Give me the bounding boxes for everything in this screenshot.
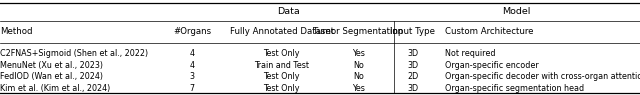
Text: Organ-specific segmentation head: Organ-specific segmentation head <box>445 84 584 93</box>
Text: Method: Method <box>0 27 33 36</box>
Text: Input Type: Input Type <box>390 27 435 36</box>
Text: C2FNAS+Sigmoid (Shen et al., 2022): C2FNAS+Sigmoid (Shen et al., 2022) <box>0 49 148 58</box>
Text: MenuNet (Xu et al., 2023): MenuNet (Xu et al., 2023) <box>0 61 103 70</box>
Text: No: No <box>353 72 364 81</box>
Text: Test Only: Test Only <box>263 84 300 93</box>
Text: 3D: 3D <box>407 84 419 93</box>
Text: 2D: 2D <box>407 72 419 81</box>
Text: Organ-specific decoder with cross-organ attention module: Organ-specific decoder with cross-organ … <box>445 72 640 81</box>
Text: Organ-specific encoder: Organ-specific encoder <box>445 61 538 70</box>
Text: Yes: Yes <box>352 84 365 93</box>
Text: Train and Test: Train and Test <box>254 61 309 70</box>
Text: Model: Model <box>502 7 531 16</box>
Text: #Organs: #Organs <box>173 27 211 36</box>
Text: FedIOD (Wan et al., 2024): FedIOD (Wan et al., 2024) <box>0 72 103 81</box>
Text: Data: Data <box>276 7 300 16</box>
Text: Yes: Yes <box>352 49 365 58</box>
Text: 7: 7 <box>189 84 195 93</box>
Text: 4: 4 <box>189 49 195 58</box>
Text: Test Only: Test Only <box>263 49 300 58</box>
Text: 3: 3 <box>189 72 195 81</box>
Text: 3D: 3D <box>407 61 419 70</box>
Text: Tumor Segmentation: Tumor Segmentation <box>314 27 403 36</box>
Text: Fully Annotated Dataset: Fully Annotated Dataset <box>230 27 333 36</box>
Text: 3D: 3D <box>407 49 419 58</box>
Text: Not required: Not required <box>445 49 495 58</box>
Text: No: No <box>353 61 364 70</box>
Text: 4: 4 <box>189 61 195 70</box>
Text: Kim et al. (Kim et al., 2024): Kim et al. (Kim et al., 2024) <box>0 84 110 93</box>
Text: Custom Architecture: Custom Architecture <box>445 27 533 36</box>
Text: Test Only: Test Only <box>263 72 300 81</box>
